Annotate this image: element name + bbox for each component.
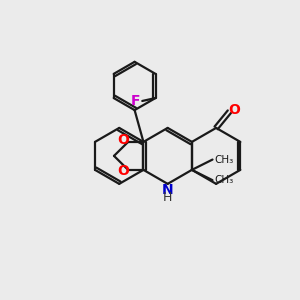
Text: CH₃: CH₃ xyxy=(214,154,233,165)
Text: F: F xyxy=(131,94,140,108)
Text: CH₃: CH₃ xyxy=(214,175,233,185)
Text: O: O xyxy=(117,164,129,178)
Text: N: N xyxy=(162,183,173,197)
Text: O: O xyxy=(229,103,241,117)
Text: H: H xyxy=(163,190,172,204)
Text: O: O xyxy=(117,134,129,147)
